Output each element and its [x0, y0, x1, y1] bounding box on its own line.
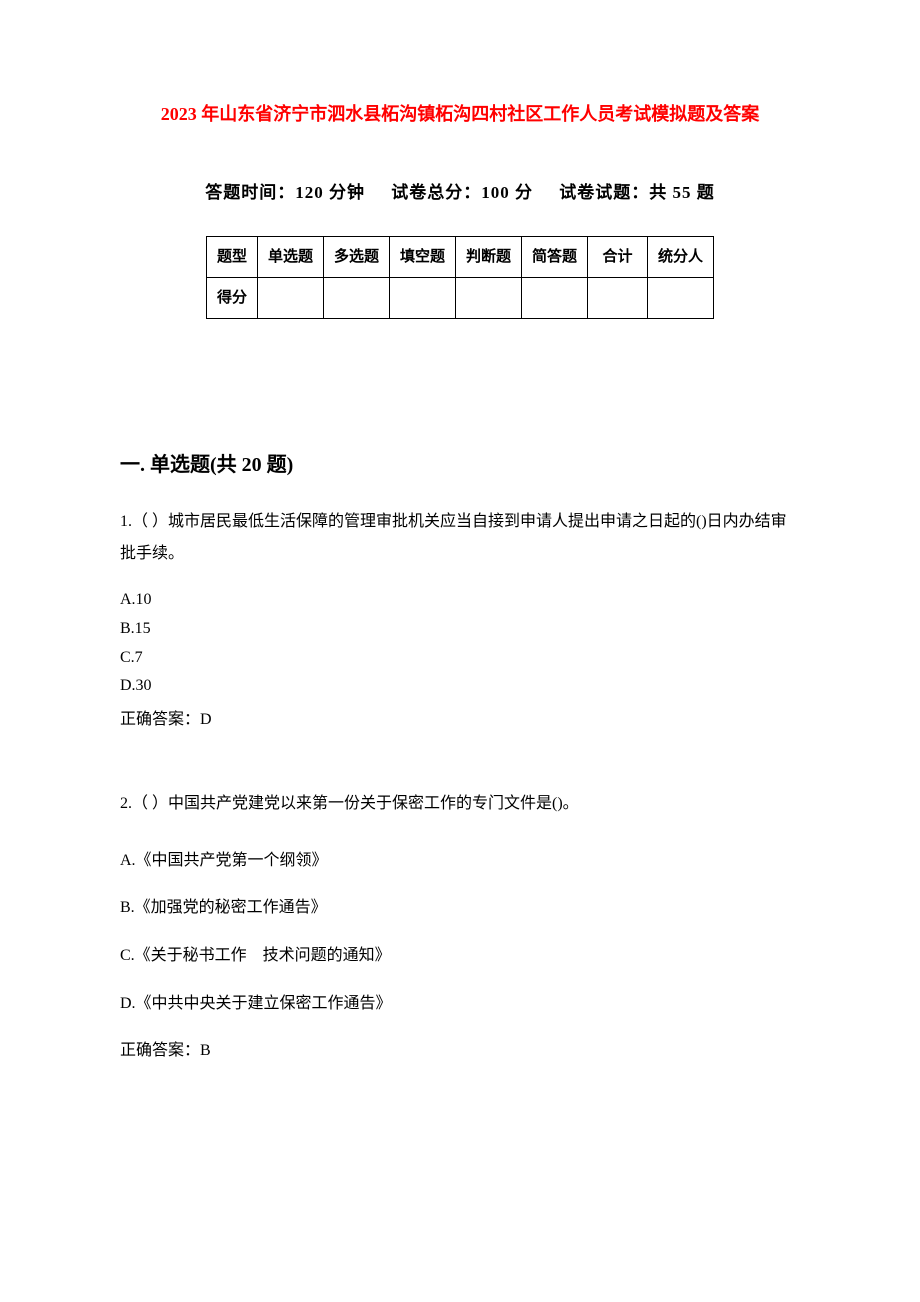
- q1-option-c: C.7: [120, 646, 800, 671]
- col-total: 合计: [588, 236, 648, 277]
- question-1: 1.（ ）城市居民最低生活保障的管理审批机关应当自接到申请人提出申请之日起的()…: [120, 506, 800, 733]
- q1-answer-label: 正确答案：: [120, 711, 200, 728]
- total-label: 试卷总分：: [391, 183, 481, 202]
- col-fill: 填空题: [389, 236, 455, 277]
- count-label: 试卷试题：: [559, 183, 649, 202]
- q1-marker: （ ）: [132, 513, 168, 530]
- q1-answer: 正确答案：D: [120, 707, 800, 733]
- time-value: 120 分钟: [295, 183, 365, 202]
- score-cell-scorer: [648, 277, 714, 318]
- score-cell-single: [257, 277, 323, 318]
- q2-marker: （ ）: [132, 795, 168, 812]
- q1-option-b: B.15: [120, 617, 800, 642]
- q2-answer: 正确答案：B: [120, 1038, 800, 1064]
- q2-option-c: C.《关于秘书工作 技术问题的通知》: [120, 943, 800, 969]
- question-1-stem: 1.（ ）城市居民最低生活保障的管理审批机关应当自接到申请人提出申请之日起的()…: [120, 506, 800, 570]
- section-1-heading: 一. 单选题(共 20 题): [120, 449, 800, 481]
- col-judge: 判断题: [456, 236, 522, 277]
- table-row-score: 得分: [206, 277, 713, 318]
- score-cell-short: [522, 277, 588, 318]
- q1-answer-value: D: [200, 711, 212, 728]
- score-cell-judge: [456, 277, 522, 318]
- q1-text: 城市居民最低生活保障的管理审批机关应当自接到申请人提出申请之日起的()日内办结审…: [120, 513, 787, 562]
- score-cell-fill: [389, 277, 455, 318]
- total-value: 100 分: [481, 183, 533, 202]
- q2-text: 中国共产党建党以来第一份关于保密工作的专门文件是()。: [168, 795, 579, 812]
- score-cell-multi: [323, 277, 389, 318]
- q2-num: 2.: [120, 795, 132, 812]
- q1-option-a: A.10: [120, 588, 800, 613]
- row-score-label: 得分: [206, 277, 257, 318]
- exam-title: 2023 年山东省济宁市泗水县柘沟镇柘沟四村社区工作人员考试模拟题及答案: [120, 100, 800, 129]
- col-short: 简答题: [522, 236, 588, 277]
- question-2-stem: 2.（ ）中国共产党建党以来第一份关于保密工作的专门文件是()。: [120, 788, 800, 820]
- time-label: 答题时间：: [205, 183, 295, 202]
- count-value: 共 55 题: [649, 183, 715, 202]
- score-cell-total: [588, 277, 648, 318]
- q2-answer-value: B: [200, 1042, 211, 1059]
- q2-answer-label: 正确答案：: [120, 1042, 200, 1059]
- col-single: 单选题: [257, 236, 323, 277]
- q2-option-a: A.《中国共产党第一个纲领》: [120, 848, 800, 874]
- col-multi: 多选题: [323, 236, 389, 277]
- q2-option-b: B.《加强党的秘密工作通告》: [120, 895, 800, 921]
- exam-info-line: 答题时间：120 分钟 试卷总分：100 分 试卷试题：共 55 题: [120, 179, 800, 206]
- question-2: 2.（ ）中国共产党建党以来第一份关于保密工作的专门文件是()。 A.《中国共产…: [120, 788, 800, 1064]
- col-type: 题型: [206, 236, 257, 277]
- q1-num: 1.: [120, 513, 132, 530]
- table-row-header: 题型 单选题 多选题 填空题 判断题 简答题 合计 统分人: [206, 236, 713, 277]
- col-scorer: 统分人: [648, 236, 714, 277]
- score-table: 题型 单选题 多选题 填空题 判断题 简答题 合计 统分人 得分: [206, 236, 714, 319]
- q1-option-d: D.30: [120, 674, 800, 699]
- q2-option-d: D.《中共中央关于建立保密工作通告》: [120, 991, 800, 1017]
